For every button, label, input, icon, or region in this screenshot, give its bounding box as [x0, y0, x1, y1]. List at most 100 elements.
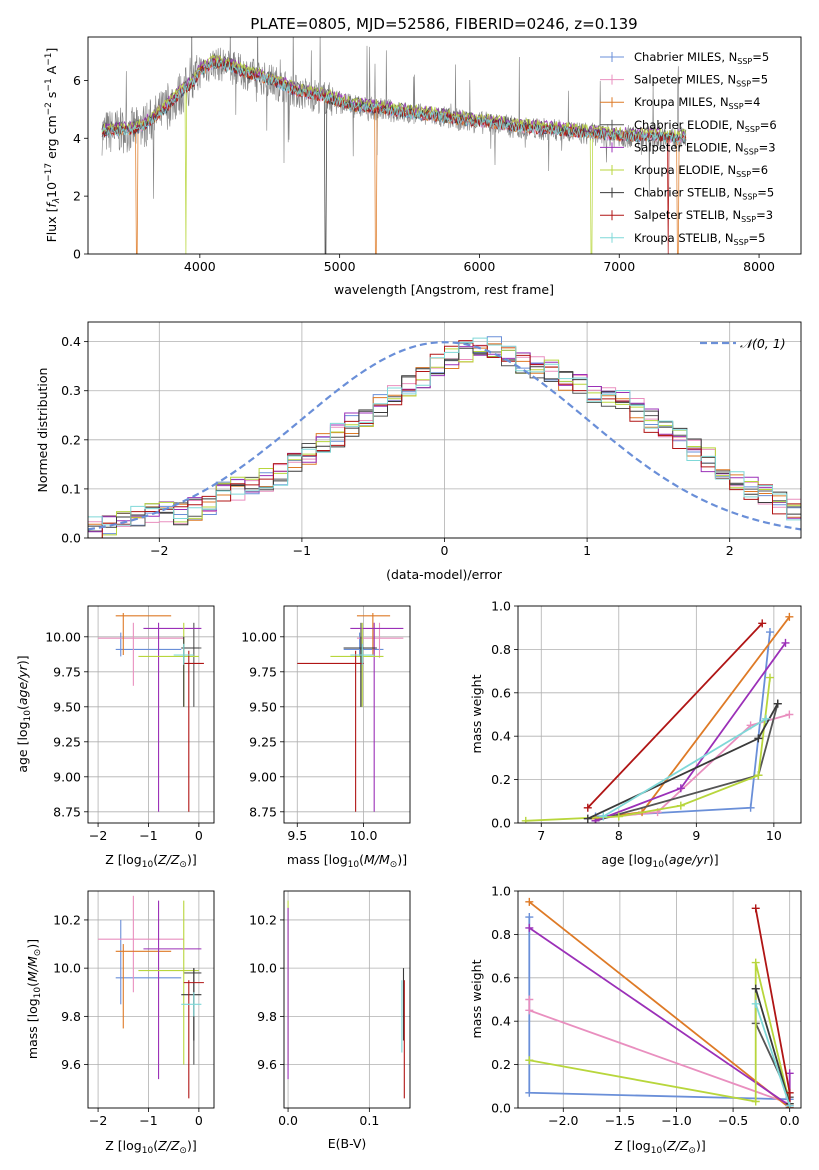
y-tick-label: 9.50: [249, 699, 277, 714]
label-part: SSP: [744, 147, 759, 156]
y-axis-label: mass weight: [469, 674, 484, 753]
x-tick-label: 0.0: [278, 1113, 298, 1128]
weight-marker: [758, 619, 767, 628]
label-part: −2: [44, 102, 54, 115]
spectrum-panel: 4000 5000 6000 7000 8000 0 2 4 6 wavelength [Angs…: [44, 36, 802, 297]
x-axis-label: Z [log10(Z/Z⊙)]: [105, 1138, 196, 1156]
x-tick-label: 2: [726, 543, 734, 558]
label-part: )]: [709, 852, 719, 867]
weight-marker: [525, 897, 534, 906]
label-part: A: [44, 65, 59, 78]
plot-area: [101, 37, 687, 254]
label-part: −17: [44, 163, 54, 182]
weight-marker: [785, 1101, 794, 1108]
y-tick-label: 9.50: [53, 699, 81, 714]
legend-entry: Kroupa STELIB, NSSP=5: [634, 231, 765, 247]
y-axis-label: Flux [fλ10−17 erg cm−2 s−1 A−1]: [44, 48, 62, 243]
plot-area: [287, 900, 405, 1099]
weight-line: [529, 962, 791, 1104]
weight-line: [754, 988, 791, 1104]
weight-line: [587, 622, 763, 809]
y-tick-label: 8.75: [53, 804, 81, 819]
x-tick-label: −2.0: [548, 1113, 578, 1128]
label-part: (: [662, 1138, 667, 1153]
age-vs-mass-panel: 9.5 10.0 8.75 9.00 9.25 9.50 9.75 10.00 mass [lo…: [241, 605, 411, 870]
y-tick-label: 0.0: [491, 1101, 511, 1116]
weight-marker: [583, 814, 592, 823]
label-part: =5: [749, 231, 766, 245]
y-tick-label: 9.6: [61, 1057, 81, 1072]
weight-marker: [773, 699, 782, 708]
y-tick-label: 10.00: [45, 629, 81, 644]
label-part: )]: [25, 939, 40, 949]
axes-frame: [283, 605, 411, 824]
y-tick-label: 0.4: [491, 729, 511, 744]
legend-entry: Salpeter ELODIE, NSSP=3: [634, 140, 776, 156]
label-part: SSP: [736, 170, 751, 179]
label-part: Flux [: [44, 208, 59, 243]
x-tick-label: 8000: [743, 259, 775, 274]
label-part: SSP: [741, 215, 756, 224]
x-tick-label: 4000: [184, 259, 216, 274]
label-part: age/yr: [15, 664, 30, 705]
label-part: Z [log: [105, 1138, 141, 1153]
label-part: SSP: [745, 125, 760, 134]
label-part: Salpeter STELIB, N: [634, 208, 741, 222]
y-tick-label: 0.6: [491, 685, 511, 700]
y-tick-label: 0.1: [61, 481, 81, 496]
y-tick-label: 0: [73, 247, 81, 262]
weight-marker: [751, 984, 760, 993]
weight-marker: [583, 803, 592, 812]
y-tick-label: 0.2: [61, 432, 81, 447]
weight-marker: [521, 816, 530, 823]
residual-histogram: [88, 340, 801, 538]
y-tick-label: 6: [73, 73, 81, 88]
weight-line: [528, 901, 791, 1108]
label-part: erg cm: [44, 115, 59, 163]
legend-entry: Chabrier ELODIE, NSSP=6: [634, 118, 777, 134]
weight-marker: [762, 714, 771, 723]
x-tick-label: 9.5: [287, 828, 307, 843]
label-part: SSP: [736, 80, 751, 89]
model-spectrum: [101, 58, 687, 145]
y-tick-label: 10.0: [53, 961, 81, 976]
weight-marker: [525, 923, 534, 932]
y-tick-label: 10.00: [241, 629, 277, 644]
weight-marker: [765, 673, 774, 682]
x-tick-label: 0: [195, 1113, 203, 1128]
label-part: M/M: [364, 852, 390, 867]
weight-marker: [751, 904, 760, 913]
label-part: 10: [348, 860, 360, 870]
axes-frame: [517, 605, 802, 824]
x-tick-label: 10: [766, 828, 782, 843]
y-axis-label: mass [log10(M/M⊙)]: [25, 939, 43, 1059]
plot-area: [98, 613, 204, 812]
label-part: Kroupa STELIB, N: [634, 231, 734, 245]
weight-marker: [785, 1088, 794, 1097]
x-tick-label: 0: [195, 828, 203, 843]
x-tick-label: −1.0: [661, 1113, 691, 1128]
weight-marker: [746, 803, 755, 812]
label-part: SSP: [737, 57, 752, 66]
y-tick-label: 0.2: [491, 772, 511, 787]
weight-line: [587, 703, 779, 820]
label-part: =5: [752, 50, 769, 64]
x-axis-label: Z [log10(Z/Z⊙)]: [614, 1138, 705, 1156]
legend-entry: Chabrier MILES, NSSP=5: [634, 50, 769, 66]
y-tick-label: 9.8: [61, 1009, 81, 1024]
weight-marker: [525, 1088, 534, 1097]
label-part: λ: [52, 198, 62, 204]
label-part: Salpeter MILES, N: [634, 73, 736, 87]
label-part: )]: [15, 655, 30, 665]
model-spectrum: [101, 59, 687, 254]
x-axis-label: mass [log10(M/M⊙)]: [287, 852, 407, 870]
x-tick-label: 6000: [464, 259, 496, 274]
axes-frame: [283, 890, 411, 1109]
y-tick-label: 9.75: [53, 664, 81, 679]
y-tick-label: 9.00: [53, 769, 81, 784]
weight-marker: [676, 801, 685, 810]
weight-marker: [785, 710, 794, 719]
weight-line: [528, 999, 791, 1105]
weight-line: [528, 917, 790, 1101]
